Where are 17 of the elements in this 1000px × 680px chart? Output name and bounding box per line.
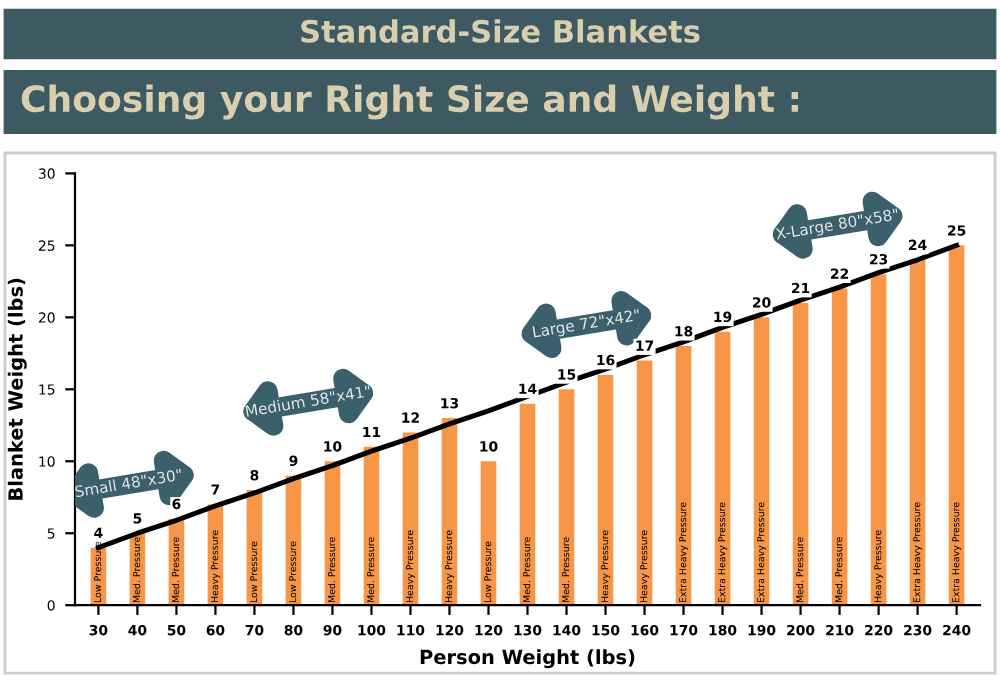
bar	[480, 461, 497, 606]
chart-title: Standard-Size Blankets	[301, 19, 700, 43]
x-axis-title: Person Weight (lbs)	[420, 649, 635, 669]
bar	[558, 389, 575, 606]
bar	[831, 288, 848, 606]
bar	[909, 259, 926, 606]
bar	[870, 274, 887, 606]
bar	[948, 245, 965, 606]
bar	[636, 360, 653, 606]
bar	[792, 302, 809, 606]
bar	[519, 403, 536, 606]
y-axis-title: Blanket Weight (lbs)	[7, 278, 27, 500]
bar	[675, 346, 692, 606]
bar	[714, 331, 731, 606]
bar	[753, 317, 770, 606]
bar	[597, 374, 614, 606]
chart-subtitle: Choosing your Right Size and Weight :	[21, 84, 798, 120]
